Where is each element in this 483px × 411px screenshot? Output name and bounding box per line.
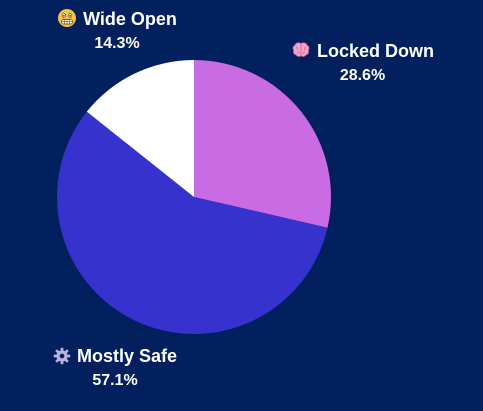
- gear-icon: [53, 347, 71, 365]
- slice-label-wide-open: Wide Open 14.3%: [42, 8, 192, 54]
- slice-label-mostly-safe: Mostly Safe 57.1%: [40, 345, 190, 391]
- pie-slice-mostly-safe: [57, 111, 328, 334]
- grimacing-face-icon: [58, 9, 77, 27]
- slice-name-mostly-safe: Mostly Safe: [76, 346, 178, 366]
- pie-slice-locked-down: [194, 60, 332, 228]
- slice-label-locked-down: Locked Down 28.6%: [280, 40, 445, 86]
- slice-percent-locked-down: 28.6%: [339, 66, 386, 84]
- slice-name-locked-down: Locked Down: [316, 41, 434, 61]
- slice-percent-mostly-safe: 57.1%: [92, 371, 138, 389]
- brain-emoji-icon: [292, 42, 310, 57]
- slice-name-wide-open: Wide Open: [83, 9, 177, 29]
- slice-percent-wide-open: 14.3%: [94, 34, 140, 52]
- pie-slice-wide-open: [86, 60, 194, 197]
